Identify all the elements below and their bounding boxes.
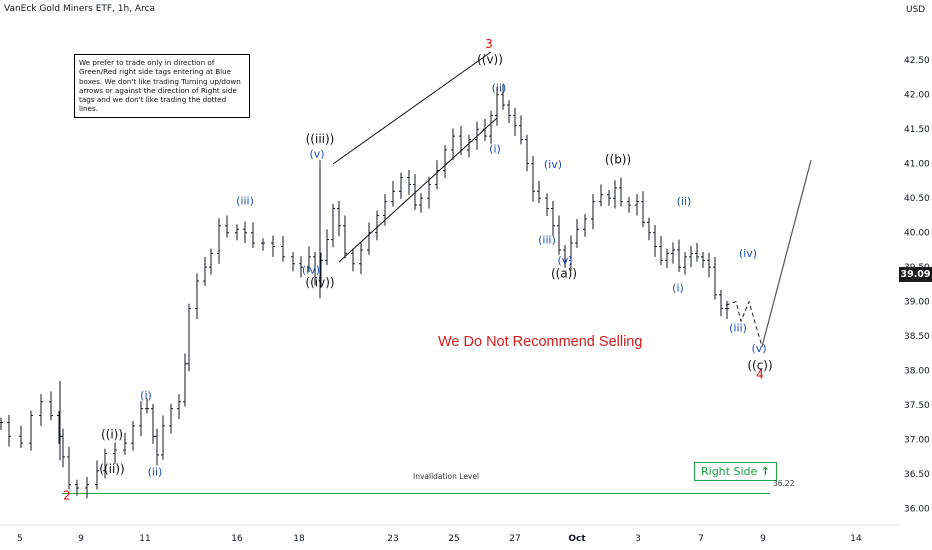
wave-label: (iii)	[538, 234, 556, 247]
channel-lower-line	[338, 117, 498, 263]
trading-note: We prefer to trade only in direction of …	[74, 54, 250, 118]
y-tick-label: 38.50	[904, 332, 930, 342]
wave-label: (ii)	[677, 195, 692, 208]
wave-label: ((a))	[551, 267, 577, 281]
wave-label: (ii)	[492, 81, 507, 94]
x-tick-label: 14	[850, 534, 862, 544]
wave-label: (iv)	[739, 247, 757, 260]
wave-label: ((v))	[477, 53, 503, 67]
wave-label: (i)	[489, 143, 501, 156]
x-tick-label: 9	[760, 534, 766, 544]
wave-label: ((c))	[747, 358, 772, 372]
x-tick-label: 7	[698, 534, 704, 544]
x-tick-label: 18	[293, 534, 305, 544]
right-side-tag: Right Side ↑	[694, 462, 777, 481]
x-tick-label: 9	[78, 534, 84, 544]
wave-label: (v)	[557, 254, 572, 267]
wave-label: (i)	[140, 389, 152, 402]
current-price-tag: 39.09	[899, 267, 932, 282]
projection-solid	[761, 160, 812, 347]
chart-title: VanEck Gold Miners ETF, 1h, Arca	[4, 4, 156, 14]
projection-dashed	[725, 300, 763, 347]
y-tick-label: 36.00	[904, 505, 930, 515]
wave-label: ((b))	[605, 153, 631, 167]
x-tick-label: 5	[17, 534, 23, 544]
invalidation-label: Invalidation Level	[413, 472, 480, 481]
x-tick-label: 23	[387, 534, 398, 544]
wave-label: 3	[485, 37, 493, 51]
wave-label: (iv)	[544, 158, 562, 171]
wave-label: 2	[63, 489, 71, 503]
y-tick-label: 40.00	[904, 229, 930, 239]
x-tick-label: 16	[231, 534, 243, 544]
x-tick-label: 25	[448, 534, 459, 544]
wave-label: ((iv))	[305, 276, 334, 290]
wave-label: ((iii))	[306, 132, 335, 146]
y-tick-label: 37.50	[904, 401, 930, 411]
wave-label: (iii)	[236, 194, 254, 207]
y-tick-label: 41.50	[904, 125, 930, 135]
wave-label: ((ii))	[99, 462, 124, 476]
currency-label: USD	[906, 5, 926, 15]
y-tick-label: 41.00	[904, 160, 930, 170]
invalidation-value: 36.22	[773, 479, 795, 488]
x-tick-label: Oct	[568, 534, 586, 544]
wave-label: ((i))	[101, 427, 123, 441]
channel-upper-line	[332, 51, 492, 165]
wave-label: (v)	[751, 342, 766, 355]
wave-label: (iii)	[729, 321, 747, 334]
right-side-label: Right Side	[701, 465, 758, 478]
wave-label: (v)	[309, 147, 324, 160]
y-tick-label: 42.00	[904, 91, 930, 101]
recommendation-text: We Do Not Recommend Selling	[438, 334, 643, 350]
y-tick-label: 38.00	[904, 367, 930, 377]
x-tick-label: 27	[509, 534, 520, 544]
wave-label: (ii)	[148, 466, 163, 479]
x-tick-label: 11	[139, 534, 150, 544]
y-tick-label: 37.00	[904, 436, 930, 446]
y-tick-label: 36.50	[904, 470, 930, 480]
y-tick-label: 39.00	[904, 298, 930, 308]
y-tick-label: 40.50	[904, 194, 930, 204]
wave-label: 4	[756, 367, 764, 381]
y-tick-label: 42.50	[904, 56, 930, 66]
wave-label: (i)	[672, 281, 684, 294]
x-tick-label: 3	[635, 534, 641, 544]
up-arrow-icon: ↑	[760, 465, 770, 478]
wave-label: (iv)	[302, 263, 320, 276]
